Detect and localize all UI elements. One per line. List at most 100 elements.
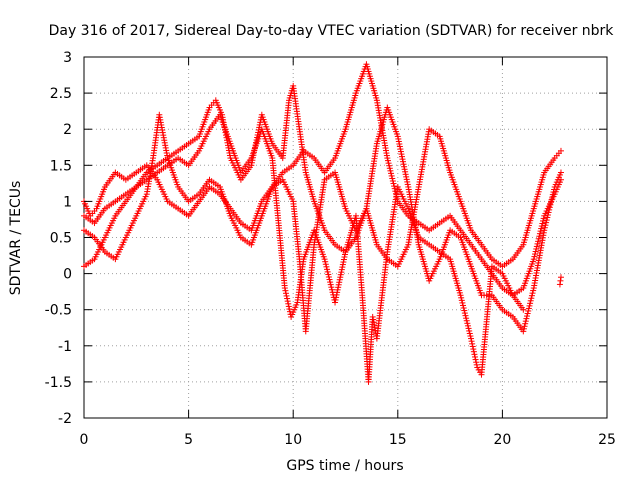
marker-fill [385, 160, 392, 167]
marker-fill [338, 266, 345, 273]
marker-fill [401, 163, 408, 170]
marker-fill [464, 320, 471, 327]
marker-fill [467, 333, 474, 340]
marker-fill [464, 322, 471, 329]
marker-fill [525, 307, 532, 314]
marker-fill [522, 318, 529, 325]
marker-fill [256, 121, 263, 128]
data-point [332, 299, 339, 306]
marker-fill [401, 166, 408, 173]
x-tick-label: 20 [493, 432, 511, 448]
marker-fill [282, 290, 289, 297]
marker-fill [285, 300, 292, 307]
marker-fill [326, 276, 333, 283]
marker-fill [328, 284, 335, 291]
marker-fill [538, 225, 545, 232]
marker-fill [520, 325, 527, 332]
x-tick-label: 10 [284, 432, 302, 448]
y-tick-label: 1 [63, 194, 72, 210]
marker-fill [370, 319, 377, 326]
marker-fill [396, 143, 403, 150]
marker-fill [551, 186, 558, 193]
series-track-D [81, 111, 527, 385]
marker-fill [403, 176, 410, 183]
marker-fill [532, 251, 539, 258]
marker-fill [461, 310, 468, 317]
marker-fill [528, 295, 535, 302]
data-point [556, 281, 563, 288]
marker-fill [544, 214, 551, 221]
marker-fill [462, 312, 469, 319]
y-tick-label: -1.5 [45, 375, 72, 391]
series-track-A [81, 82, 564, 270]
marker-fill [371, 322, 378, 329]
marker-fill [284, 298, 291, 305]
marker-fill [333, 291, 340, 298]
y-tick-label: 1.5 [50, 158, 72, 174]
data-point [557, 274, 564, 281]
data-point [281, 285, 288, 292]
y-axis-label: SDTVAR / TECUs [8, 181, 24, 296]
marker-fill [391, 183, 398, 190]
marker-fill [325, 273, 332, 280]
marker-fill [465, 325, 472, 332]
marker-fill [533, 243, 540, 250]
marker-fill [395, 135, 402, 142]
marker-fill [396, 141, 403, 148]
marker-fill [524, 313, 531, 320]
data-point [248, 162, 255, 169]
marker-fill [324, 268, 331, 275]
marker-fill [400, 161, 407, 168]
y-tick-label: 0 [63, 267, 72, 283]
marker-fill [322, 261, 329, 268]
marker-fill [546, 204, 553, 211]
marker-fill [339, 261, 346, 268]
data-point [384, 155, 391, 162]
y-tick-label: 0.5 [50, 231, 72, 247]
x-axis-label: GPS time / hours [286, 458, 403, 474]
marker-fill [531, 253, 538, 260]
data-point [321, 256, 328, 263]
y-tick-label: 2 [63, 122, 72, 138]
marker-fill [334, 289, 341, 296]
marker-fill [549, 191, 556, 198]
marker-fill [473, 359, 480, 366]
y-tick-label: 3 [63, 50, 72, 66]
marker-fill [386, 165, 393, 172]
marker-fill [530, 287, 537, 294]
marker-fill [328, 286, 335, 293]
marker-fill [335, 281, 342, 288]
marker-fill [339, 264, 346, 271]
marker-fill [536, 230, 543, 237]
x-tick-label: 0 [80, 432, 89, 448]
marker-fill [547, 201, 554, 208]
marker-fill [523, 315, 530, 322]
marker-fill [387, 167, 394, 174]
marker-fill [543, 219, 550, 226]
marker-fill [341, 251, 348, 258]
marker-fill [336, 276, 343, 283]
marker-fill [470, 348, 477, 355]
data-point [557, 169, 564, 176]
marker-fill [337, 271, 344, 278]
marker-fill [335, 284, 342, 291]
marker-fill [332, 296, 339, 303]
marker-fill [340, 256, 347, 263]
marker-fill [390, 180, 397, 187]
marker-fill [540, 217, 547, 224]
marker-fill [284, 295, 291, 302]
data-point [520, 306, 527, 313]
marker-fill [548, 196, 555, 203]
marker-fill [336, 279, 343, 286]
marker-fill [550, 189, 557, 196]
marker-fill [322, 258, 329, 265]
marker-fill [327, 279, 334, 286]
marker-fill [470, 346, 477, 353]
marker-fill [466, 327, 473, 334]
marker-fill [534, 240, 541, 247]
marker-fill [397, 148, 404, 155]
data-point [530, 256, 537, 263]
marker-fill [395, 138, 402, 145]
marker-fill [327, 281, 334, 288]
